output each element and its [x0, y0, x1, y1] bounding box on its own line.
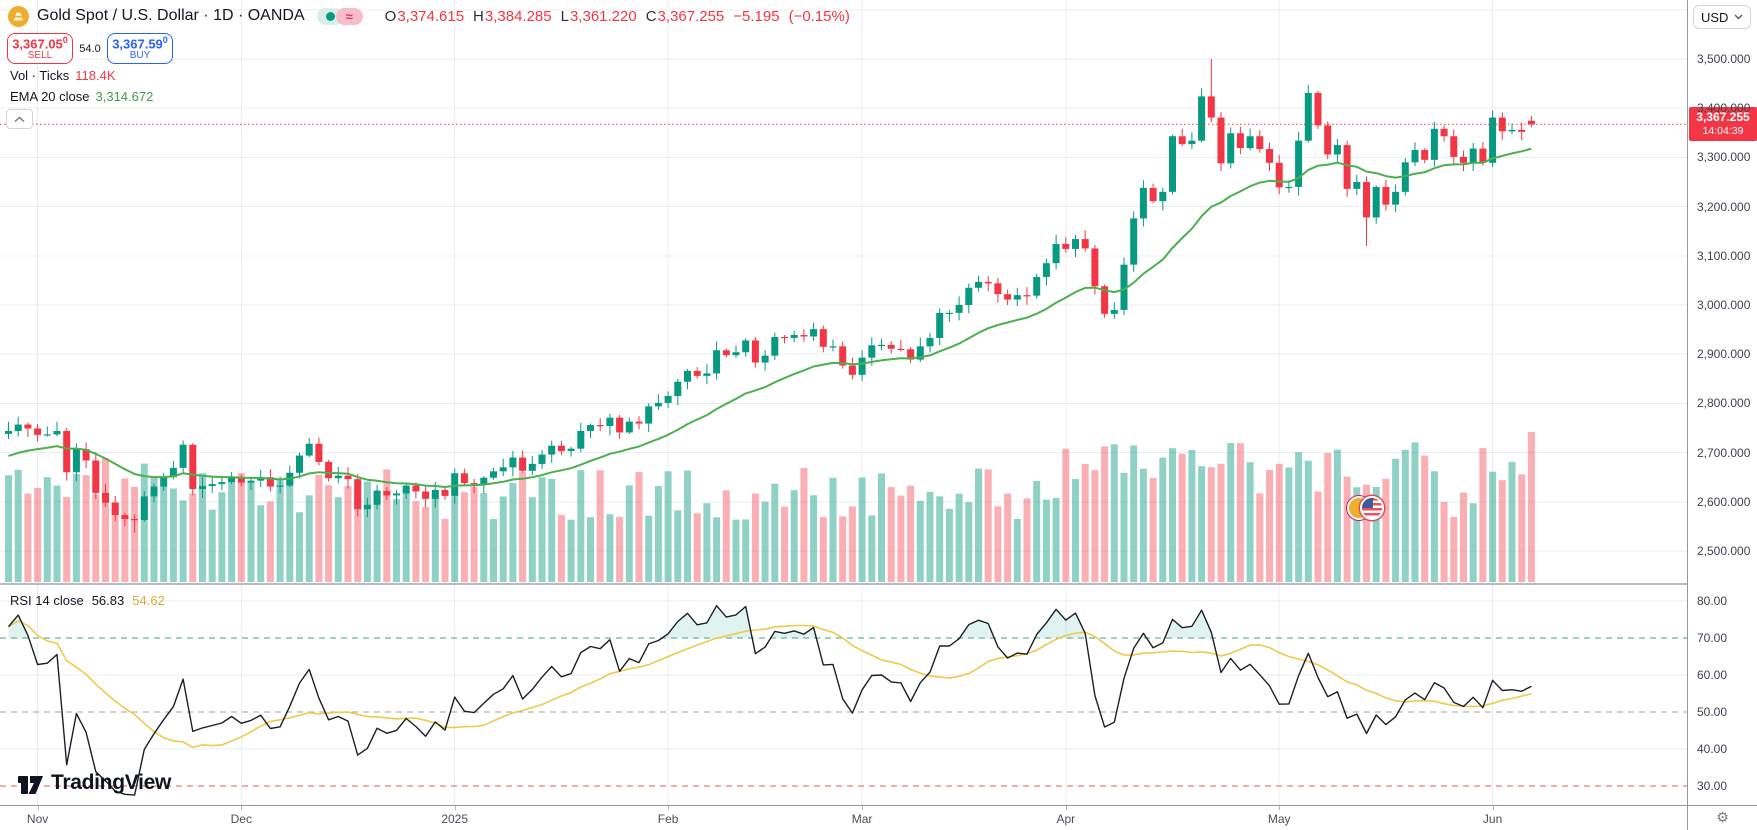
price-axis[interactable]: USD 3,367.255 14:04:39 3,500.000 3,400.00… [1687, 0, 1757, 805]
price-axis-label: 2,900.000 [1697, 347, 1751, 362]
time-axis-label: Feb [657, 812, 679, 826]
rsi-axis-label: 60.00 [1697, 668, 1728, 682]
symbol-title[interactable]: Gold Spot / U.S. Dollar · 1D · OANDA [37, 7, 305, 24]
rsi-axis-label: 30.00 [1697, 779, 1728, 793]
price-change-pct: (−0.15%) [788, 7, 850, 25]
price-axis-label: 3,300.000 [1697, 150, 1751, 165]
price-axis-label: 3,400.000 [1697, 101, 1751, 116]
last-price-label: 3,367.255 14:04:39 [1689, 107, 1757, 142]
ema-line [8, 147, 1532, 488]
price-axis-label: 2,500.000 [1697, 544, 1751, 558]
sell-button[interactable]: 3,367.050 SELL [7, 33, 73, 64]
time-axis-tick [241, 806, 243, 810]
chart-canvas[interactable] [0, 0, 1687, 830]
time-axis-tick [454, 806, 456, 810]
ohlc-values: O 3,374.615 H 3,384.285 L 3,361.220 C 3,367.… [384, 7, 850, 25]
currency-dropdown[interactable]: USD [1693, 5, 1751, 29]
time-axis-tick [1065, 806, 1067, 810]
time-axis-label: May [1267, 812, 1291, 826]
rsi-line [7, 605, 1532, 796]
price-axis-label: 2,800.000 [1697, 396, 1751, 411]
delayed-data-badge: ≈ [335, 7, 363, 25]
price-axis-label: 2,700.000 [1697, 445, 1751, 460]
trade-buttons: 3,367.050 SELL 54.0 3,367.590 BUY [7, 33, 173, 64]
status-badges: ≈ [316, 7, 363, 25]
tradingview-logo[interactable]: TradingView [18, 771, 171, 795]
time-axis-label: Nov [26, 812, 49, 826]
time-axis-tick [862, 806, 864, 810]
us-flag-icon [1360, 496, 1384, 520]
collapse-legend-button[interactable] [6, 109, 33, 129]
price-axis-label: 3,100.000 [1697, 248, 1751, 263]
bar-countdown: 14:04:39 [1702, 125, 1744, 138]
price-axis-label: 3,500.000 [1697, 52, 1751, 66]
rsi-axis-label: 70.00 [1697, 631, 1728, 645]
time-axis-tick [37, 806, 39, 810]
gear-icon[interactable]: ⚙ [1716, 809, 1729, 826]
tradingview-mark-icon [18, 776, 43, 794]
time-axis-label: Dec [230, 812, 252, 826]
spread-value: 54.0 [79, 42, 101, 55]
candlestick-series [5, 59, 1535, 533]
market-open-dot-icon [325, 11, 335, 21]
gold-coin-icon [8, 5, 29, 27]
time-axis-label: Mar [851, 812, 873, 826]
rsi-axis-label: 50.00 [1697, 705, 1728, 719]
time-axis-tick [668, 806, 670, 810]
time-axis-label: Jun [1482, 812, 1503, 826]
axis-settings-corner: ⚙ [1687, 805, 1757, 830]
volume-series [5, 432, 1535, 582]
chevron-up-icon [14, 115, 25, 122]
rsi-overbought-fill [8, 605, 1213, 639]
price-axis-label: 3,000.000 [1697, 298, 1751, 312]
time-axis-label: Apr [1056, 812, 1076, 826]
rsi-legend[interactable]: RSI 14 close 56.83 54.62 [10, 593, 165, 608]
time-axis[interactable]: Nov Dec 2025 Feb Mar Apr May Jun [0, 805, 1757, 830]
currency-pair-flags-icon [1347, 494, 1385, 522]
volume-legend[interactable]: Vol · Ticks 118.4K [10, 68, 116, 83]
rsi-ma-line [8, 619, 1532, 749]
grid-lines [0, 0, 1687, 805]
ema-legend[interactable]: EMA 20 close 3,314.672 [10, 89, 154, 104]
rsi-axis-label: 40.00 [1697, 742, 1728, 756]
rsi-axis-label: 80.00 [1697, 594, 1728, 608]
buy-button[interactable]: 3,367.590 BUY [107, 33, 173, 64]
symbol-legend[interactable]: Gold Spot / U.S. Dollar · 1D · OANDA ≈ O… [8, 5, 850, 27]
time-axis-tick [1492, 806, 1494, 810]
price-axis-label: 2,600.000 [1697, 494, 1751, 509]
chevron-down-icon [1734, 14, 1743, 20]
price-change: −5.195 [733, 7, 780, 25]
time-axis-tick [1279, 806, 1281, 810]
time-axis-label: 2025 [441, 812, 469, 826]
price-axis-label: 3,200.000 [1697, 199, 1751, 214]
